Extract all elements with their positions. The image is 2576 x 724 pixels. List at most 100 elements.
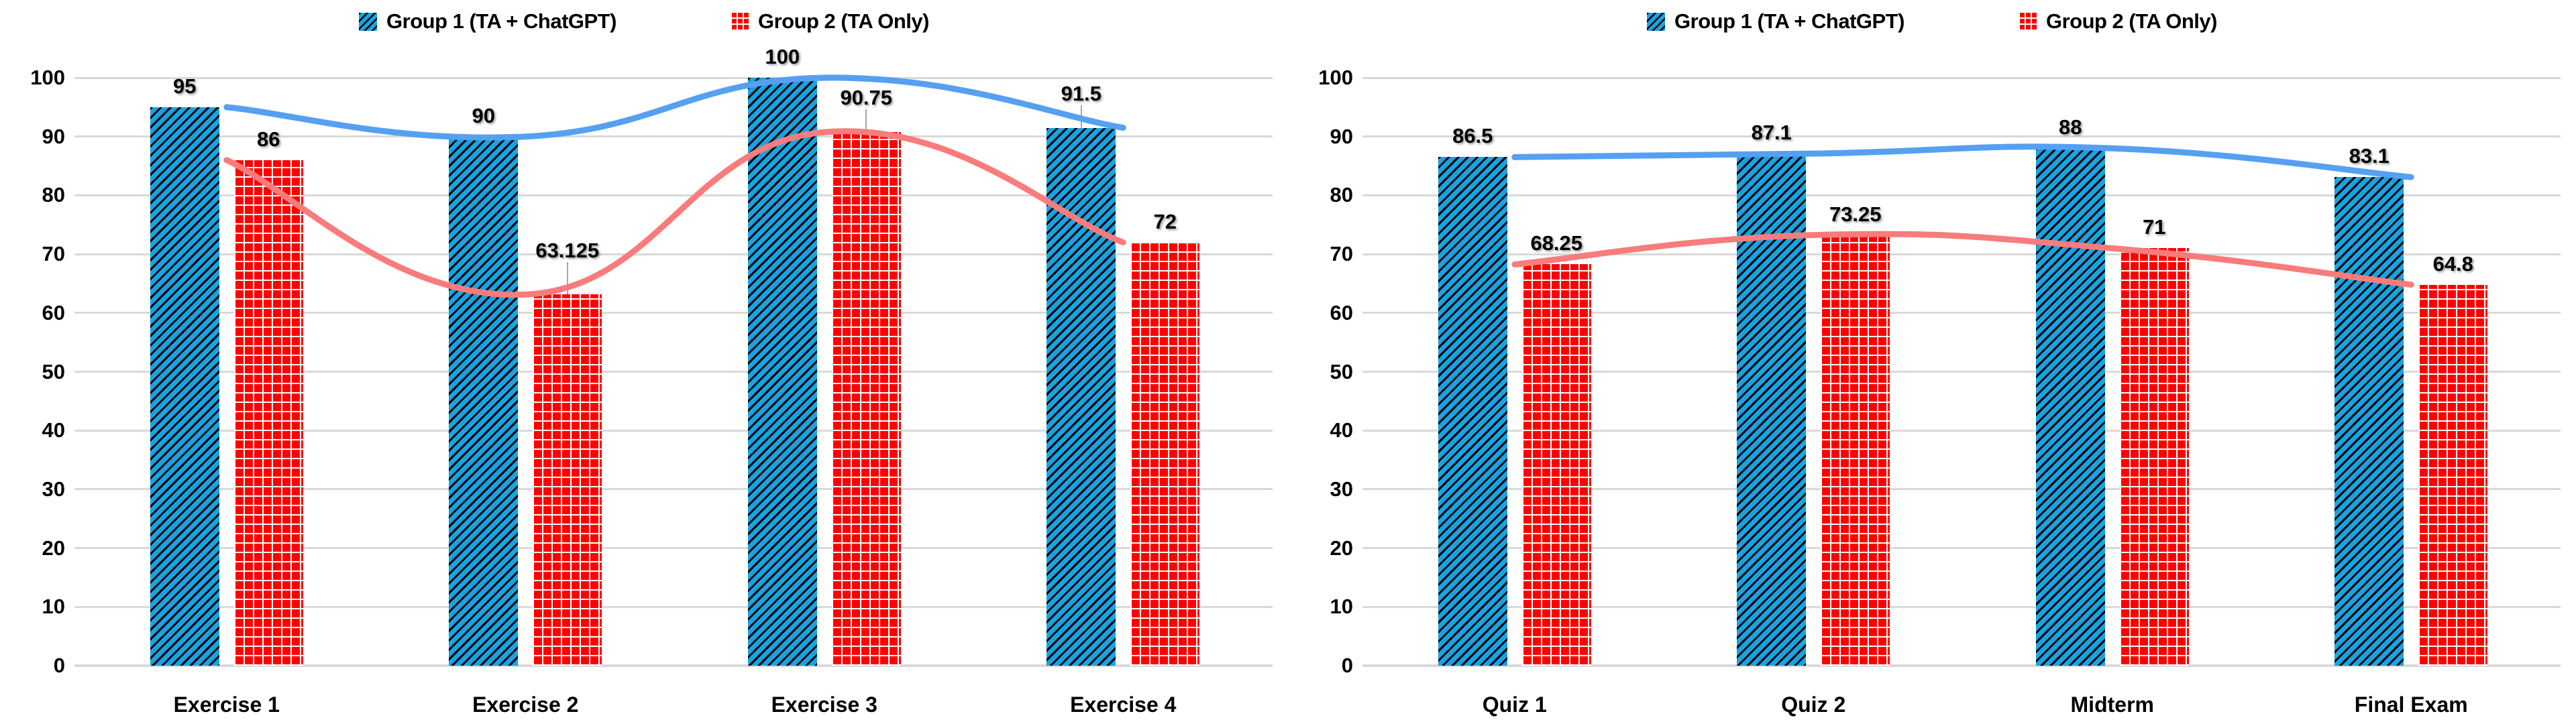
gridline-40 (1362, 429, 2561, 432)
gridline-20 (1362, 547, 2561, 550)
bar-group2-exercise-2 (533, 294, 602, 666)
group1-trend-line (223, 74, 1126, 141)
y-axis-tick-label: 10 (1330, 595, 1353, 619)
y-axis-tick-label: 0 (1341, 654, 1353, 677)
category-label: Final Exam (2354, 692, 2468, 717)
gridline-60 (1362, 312, 2561, 314)
data-label: 100 (765, 45, 800, 68)
category-label: Quiz 2 (1781, 692, 1846, 717)
gridline-30 (1362, 488, 2561, 491)
data-label: 71 (2143, 215, 2166, 239)
legend: Group 1 (TA + ChatGPT) Group 2 (TA Only) (1288, 9, 2576, 34)
y-axis-tick-label: 50 (42, 359, 65, 383)
bar-group1-exercise-1 (150, 107, 219, 666)
y-axis-tick-label: 30 (42, 477, 65, 501)
legend: Group 1 (TA + ChatGPT) Group 2 (TA Only) (0, 9, 1288, 34)
bar-group2-quiz-2 (1821, 235, 1890, 666)
data-label: 87.1 (1751, 121, 1792, 145)
legend-label-group1: Group 1 (TA + ChatGPT) (1674, 9, 1904, 33)
gridline-50 (74, 371, 1273, 373)
legend-item-group2: Group 2 (TA Only) (730, 9, 930, 34)
y-axis-tick-label: 90 (1330, 124, 1353, 148)
y-axis-tick-label: 100 (30, 66, 65, 89)
bar-group2-exercise-1 (233, 160, 303, 666)
data-label: 86.5 (1452, 124, 1493, 148)
gridline-70 (1362, 253, 2561, 255)
bar-group2-exercise-4 (1130, 242, 1200, 666)
gridline-20 (74, 547, 1273, 550)
legend-swatch-group1-icon (1647, 12, 1666, 31)
gridline-50 (1362, 371, 2561, 373)
trend-lines-overlay (223, 74, 1126, 298)
gridline-80 (74, 194, 1273, 196)
y-axis-tick-label: 40 (1330, 418, 1353, 442)
data-label: 73.25 (1829, 202, 1882, 226)
y-axis-tick-label: 0 (53, 654, 65, 677)
y-axis-tick-label: 70 (1330, 242, 1353, 266)
data-label: 64.8 (2432, 251, 2473, 276)
y-axis-tick-label: 40 (42, 418, 65, 442)
quizzes-chart: Group 1 (TA + ChatGPT) Group 2 (TA Only) 0… (1288, 0, 2576, 724)
y-axis-tick-label: 70 (42, 242, 65, 266)
y-axis-tick-label: 100 (1318, 66, 1353, 89)
legend-swatch-group2-icon (2018, 12, 2037, 31)
y-axis-tick-label: 60 (42, 300, 65, 324)
y-axis-tick-label: 20 (42, 536, 65, 560)
data-label: 83.1 (2349, 144, 2390, 168)
legend-label-group2: Group 2 (TA Only) (757, 9, 930, 33)
gridline-80 (1362, 194, 2561, 196)
gridline-10 (74, 605, 1273, 608)
category-label: Exercise 4 (1070, 692, 1177, 717)
y-axis-tick-label: 20 (1330, 536, 1353, 560)
bar-group2-final-exam (2418, 284, 2488, 666)
trend-lines-overlay (1511, 143, 2414, 288)
group2-trend-line (223, 128, 1126, 298)
legend-swatch-group1-icon (359, 12, 378, 31)
legend-item-group2: Group 2 (TA Only) (2018, 9, 2218, 34)
legend-swatch-group2-icon (730, 12, 749, 31)
legend-label-group1: Group 1 (TA + ChatGPT) (386, 9, 616, 33)
gridline-90 (1362, 135, 2561, 138)
data-label: 90 (472, 103, 495, 127)
y-axis-tick-label: 50 (1330, 359, 1353, 383)
y-axis-tick-label: 60 (1330, 300, 1353, 324)
data-label: 86 (257, 127, 280, 151)
label-leader-line (865, 109, 867, 133)
exercises-chart: Group 1 (TA + ChatGPT) Group 2 (TA Only) 0… (0, 9, 1288, 717)
data-label: 88 (2059, 115, 2082, 139)
data-label: 95 (173, 74, 197, 98)
bar-group1-final-exam (2334, 177, 2404, 666)
label-leader-line (566, 262, 568, 295)
bar-group1-exercise-3 (747, 78, 817, 666)
category-label: Quiz 1 (1482, 692, 1547, 717)
category-label: Exercise 3 (771, 692, 877, 717)
legend-label-group2: Group 2 (TA Only) (2045, 9, 2218, 33)
y-axis-tick-label: 80 (42, 183, 65, 207)
legend-item-group1: Group 1 (TA + ChatGPT) (1647, 9, 1904, 34)
category-label: Exercise 1 (173, 692, 280, 717)
data-label: 63.125 (535, 239, 600, 263)
bar-group1-exercise-4 (1046, 127, 1116, 666)
bar-group2-midterm (2119, 248, 2189, 666)
y-axis-tick-label: 90 (42, 124, 65, 148)
gridline-70 (74, 253, 1273, 255)
gridline-60 (74, 312, 1273, 314)
data-label: 72 (1153, 209, 1177, 233)
bar-group1-exercise-2 (449, 136, 519, 666)
category-label: Midterm (2070, 692, 2154, 717)
bar-group1-midterm (2035, 148, 2105, 666)
gridline-0 (1362, 664, 2561, 667)
gridline-10 (1362, 605, 2561, 608)
y-axis-tick-label: 30 (1330, 477, 1353, 501)
gridline-0 (74, 664, 1273, 667)
bar-group2-exercise-3 (831, 132, 901, 666)
y-axis-tick-label: 10 (42, 595, 65, 619)
bar-group1-quiz-1 (1438, 157, 1507, 666)
gridline-30 (74, 488, 1273, 491)
y-axis-tick-label: 80 (1330, 183, 1353, 207)
group2-trend-line (1511, 231, 2414, 288)
category-label: Exercise 2 (472, 692, 579, 717)
legend-item-group1: Group 1 (TA + ChatGPT) (359, 9, 616, 34)
gridline-100 (1362, 76, 2561, 79)
bar-group2-quiz-1 (1521, 264, 1591, 666)
